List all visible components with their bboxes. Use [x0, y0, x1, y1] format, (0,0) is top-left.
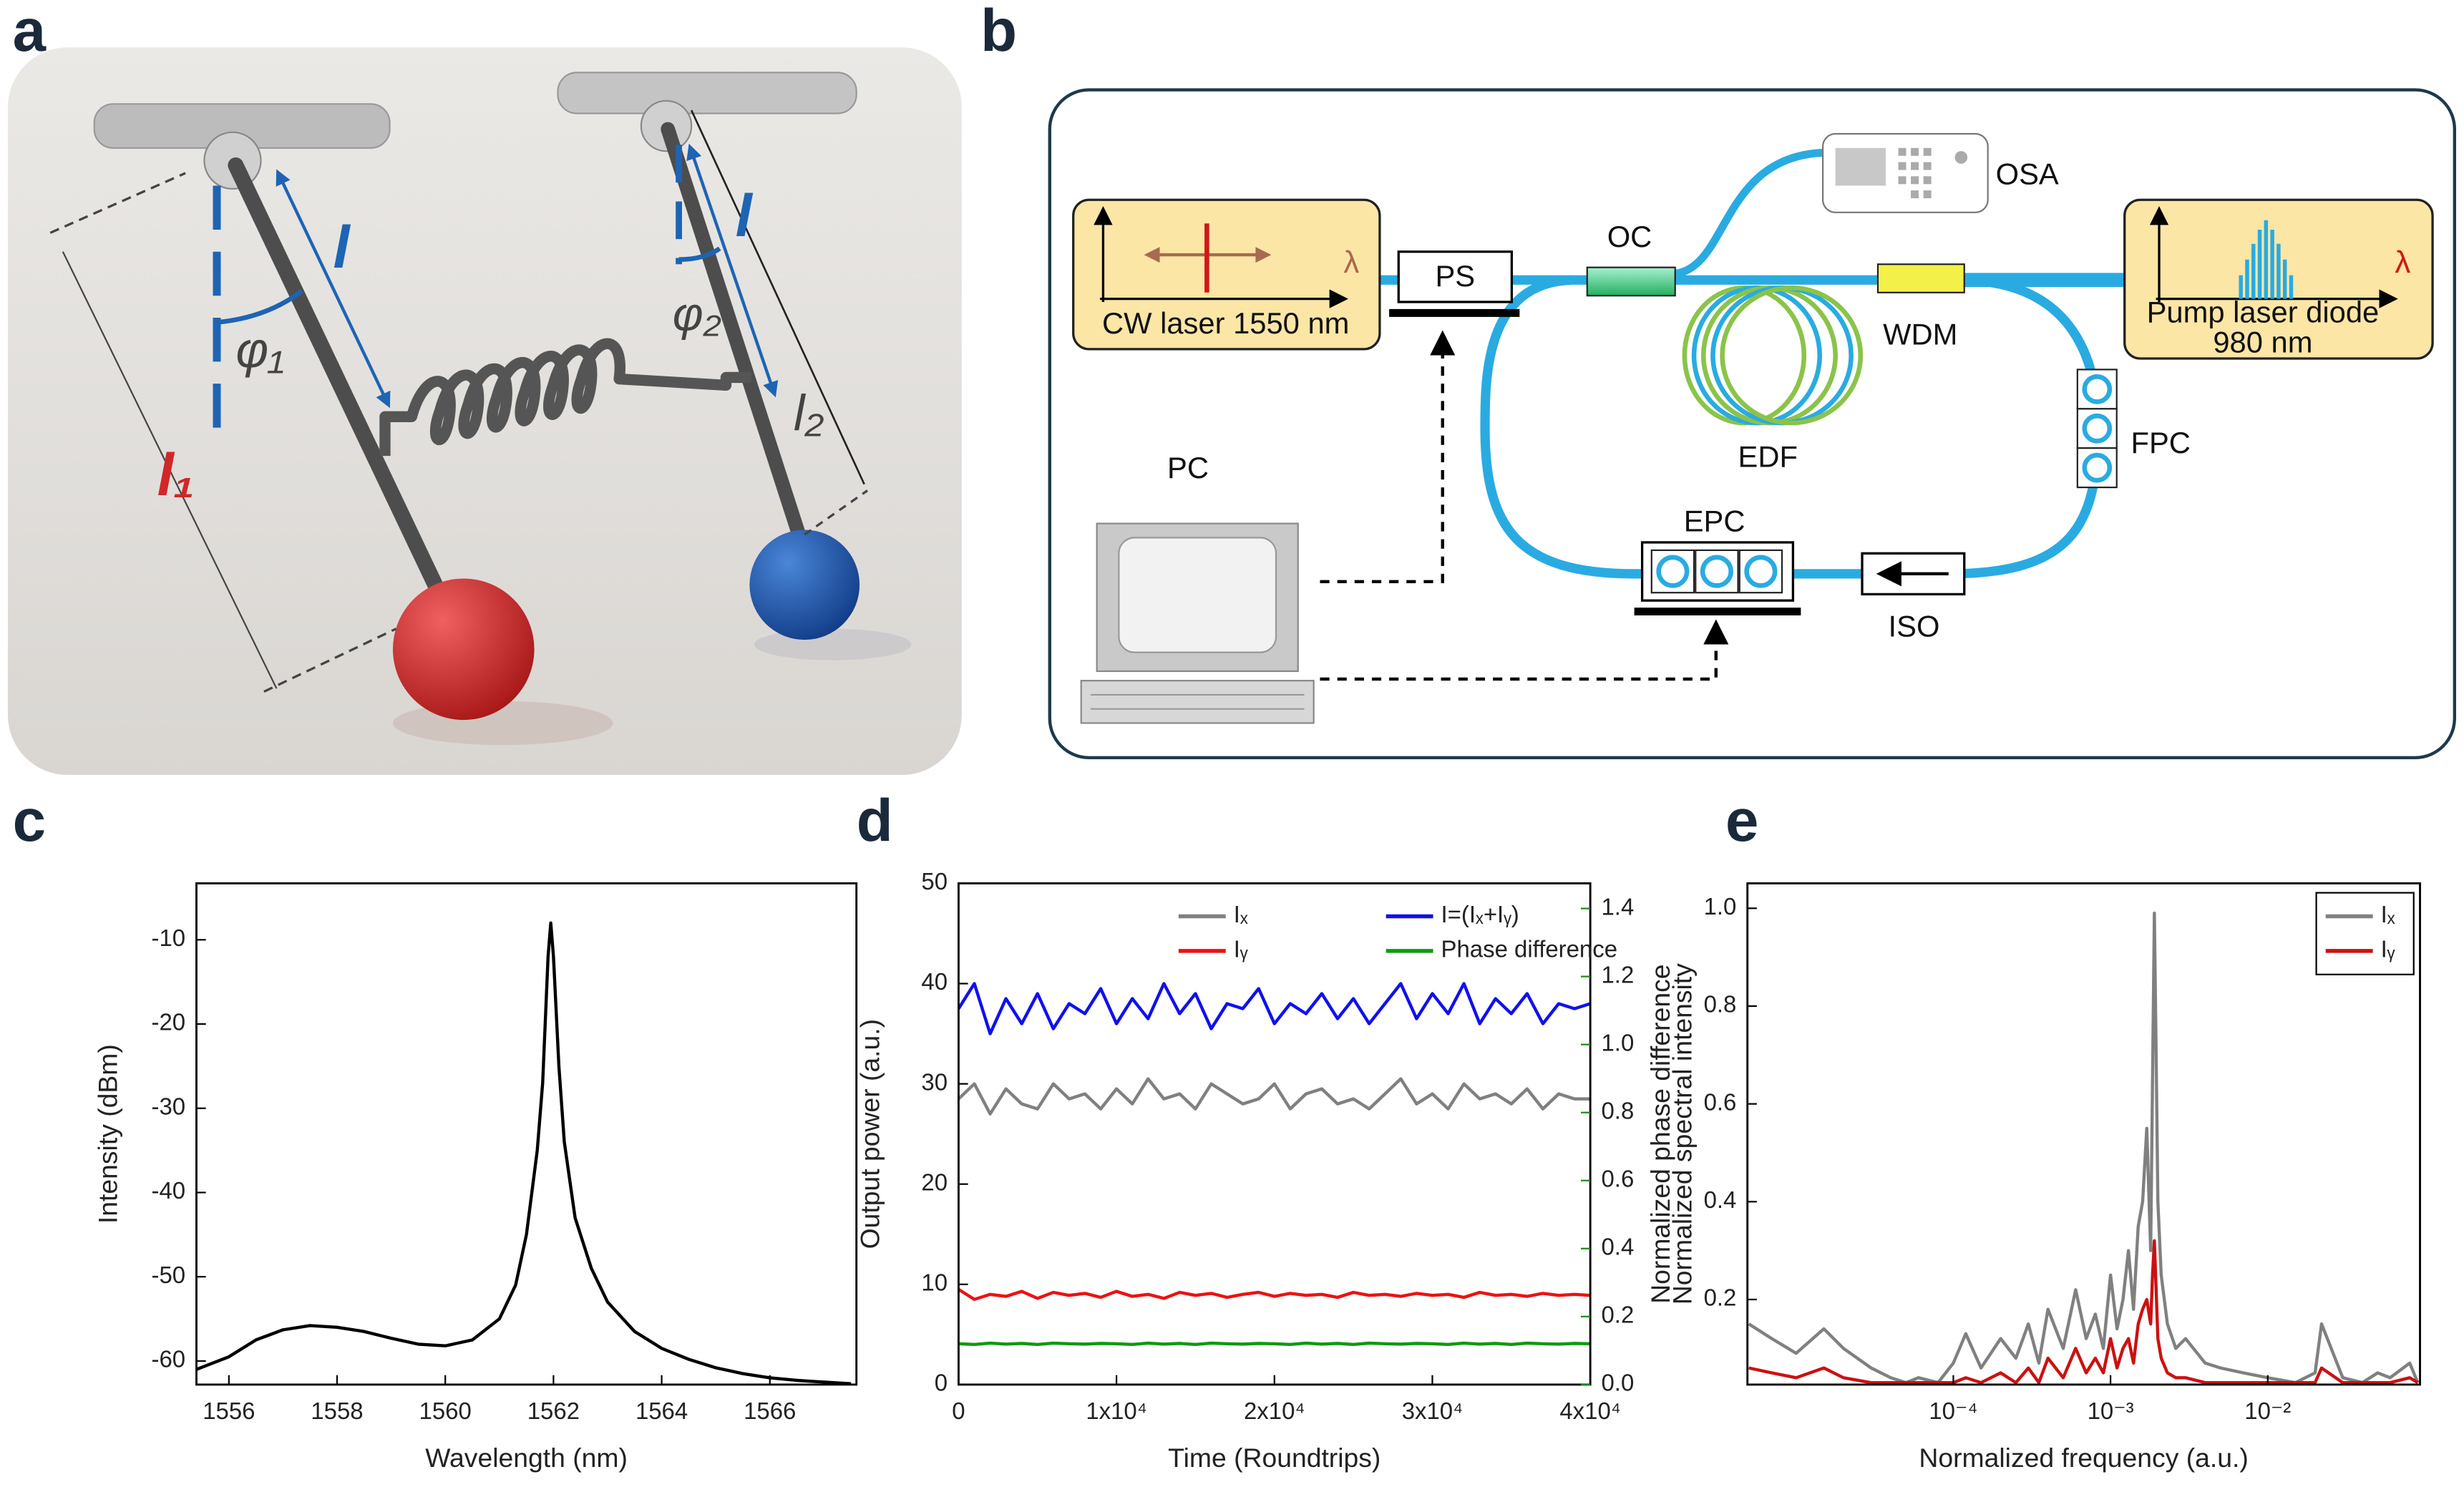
angle-label: φ₁	[235, 321, 284, 378]
y-tick-label: 0	[935, 1370, 948, 1396]
x-tick-label: 1x10⁴	[1086, 1398, 1147, 1424]
y2-tick-label: 1.2	[1602, 961, 1635, 988]
y2-tick-label: 0.6	[1602, 1165, 1635, 1191]
length-label: l	[333, 213, 351, 281]
cw-laser-label: CW laser 1550 nm	[1102, 306, 1349, 340]
legend-label: Iₓ	[2381, 901, 2395, 927]
y-tick-label: 0.8	[1704, 991, 1737, 1018]
legend-label: Iᵧ	[2381, 936, 2395, 962]
y-tick-label: 0.4	[1704, 1186, 1737, 1213]
epc-label: EPC	[1684, 504, 1745, 538]
x-tick-label: 10⁻³	[2088, 1398, 2134, 1424]
y-tick-label: -60	[152, 1346, 186, 1373]
ps-label: PS	[1435, 259, 1475, 293]
y-axis-label: Intensity (dBm)	[93, 1044, 123, 1224]
x-tick-label: 2x10⁴	[1244, 1398, 1305, 1424]
y2-tick-label: 1.4	[1602, 893, 1635, 920]
setup-diagram: λ CW laser 1550 nm PS OC OSA EDF WDM λ P…	[1048, 88, 2457, 759]
x-axis-label: Normalized frequency (a.u.)	[1919, 1443, 2248, 1473]
y-tick-label: -40	[152, 1177, 186, 1204]
angle-label: φ₂	[673, 287, 721, 340]
legend-label: Iᵧ	[1234, 936, 1248, 962]
y-tick-label: -20	[152, 1009, 186, 1035]
y2-tick-label: 0.8	[1602, 1097, 1635, 1123]
data-line	[958, 1341, 1591, 1346]
panel-label: b	[980, 0, 1017, 64]
x-tick-label: 1562	[527, 1398, 580, 1424]
y-axis-label: Normalized spectral intensity	[1667, 963, 1698, 1305]
x-tick-label: 1556	[203, 1398, 255, 1424]
pump-label: Pump laser diode	[2147, 296, 2380, 329]
y2-axis-label: Normalized phase difference	[1645, 965, 1675, 1304]
length-label: l	[736, 182, 754, 249]
x-tick-label: 1560	[419, 1398, 472, 1424]
lambda-label: λ	[1343, 245, 1359, 280]
data-line	[958, 1077, 1591, 1116]
panel-label: c	[13, 786, 46, 854]
pump-label: 980 nm	[2213, 325, 2312, 359]
x-axis-label: Wavelength (nm)	[425, 1443, 628, 1473]
y-tick-label: 10	[921, 1269, 948, 1295]
y2-tick-label: 0.0	[1602, 1370, 1635, 1396]
y-tick-label: 0.2	[1704, 1284, 1737, 1311]
plot-frame	[195, 882, 858, 1386]
y-tick-label: 50	[921, 868, 948, 894]
y2-tick-label: 1.0	[1602, 1029, 1635, 1055]
y-tick-label: -10	[152, 925, 186, 951]
edf-label: EDF	[1738, 440, 1798, 474]
x-tick-label: 1564	[636, 1398, 688, 1424]
data-line	[1748, 1239, 2419, 1385]
legend-label: Iₓ	[1234, 901, 1248, 927]
x-axis-label: Time (Roundtrips)	[1168, 1443, 1380, 1473]
y-tick-label: 0.6	[1704, 1088, 1737, 1115]
osa-label: OSA	[1996, 157, 2059, 190]
panel-label: e	[1725, 786, 1758, 854]
data-line	[958, 982, 1591, 1035]
x-tick-label: 4x10⁴	[1559, 1398, 1621, 1424]
data-line	[958, 1287, 1591, 1302]
y-tick-label: 1.0	[1704, 893, 1737, 920]
y-axis-label: Output power (a.u.)	[855, 1019, 885, 1249]
iso-label: ISO	[1889, 610, 1940, 643]
length-label: l₂	[794, 384, 824, 441]
y-tick-label: 30	[921, 1068, 948, 1095]
y-tick-label: -50	[152, 1262, 186, 1288]
legend-label: I=(Iₓ+Iᵧ)	[1441, 901, 1519, 927]
plot-frame	[1746, 882, 2421, 1386]
data-line	[196, 921, 852, 1385]
y-tick-label: -30	[152, 1093, 186, 1119]
y-tick-label: 20	[921, 1169, 948, 1195]
fpc-label: FPC	[2131, 426, 2190, 459]
x-tick-label: 1566	[744, 1398, 796, 1424]
pendulum-illustration: l φ₁ φ₂ l l₁ l₂	[7, 47, 962, 775]
x-tick-label: 10⁻⁴	[1929, 1398, 1977, 1424]
data-line	[1748, 911, 2420, 1385]
x-tick-label: 1558	[311, 1398, 363, 1424]
x-tick-label: 0	[952, 1398, 965, 1424]
x-tick-label: 10⁻²	[2244, 1398, 2291, 1424]
wdm-label: WDM	[1883, 317, 1957, 351]
oc-label: OC	[1607, 220, 1652, 253]
legend-frame	[2315, 892, 2415, 975]
legend-label: Phase difference	[1441, 936, 1617, 962]
y2-tick-label: 0.4	[1602, 1234, 1635, 1260]
length-label: l₁	[157, 441, 195, 508]
y2-tick-label: 0.2	[1602, 1302, 1635, 1328]
charts: 1556 1558 1560 1562 1564 1566 -60 -50 -40 -30 -20 -…	[93, 868, 2421, 1473]
x-tick-label: 3x10⁴	[1402, 1398, 1464, 1424]
pc-label: PC	[1167, 451, 1209, 484]
y-tick-label: 40	[921, 968, 948, 995]
lambda-label: λ	[2395, 245, 2410, 280]
panel-label: d	[857, 786, 893, 854]
panel-label: a	[13, 0, 47, 64]
